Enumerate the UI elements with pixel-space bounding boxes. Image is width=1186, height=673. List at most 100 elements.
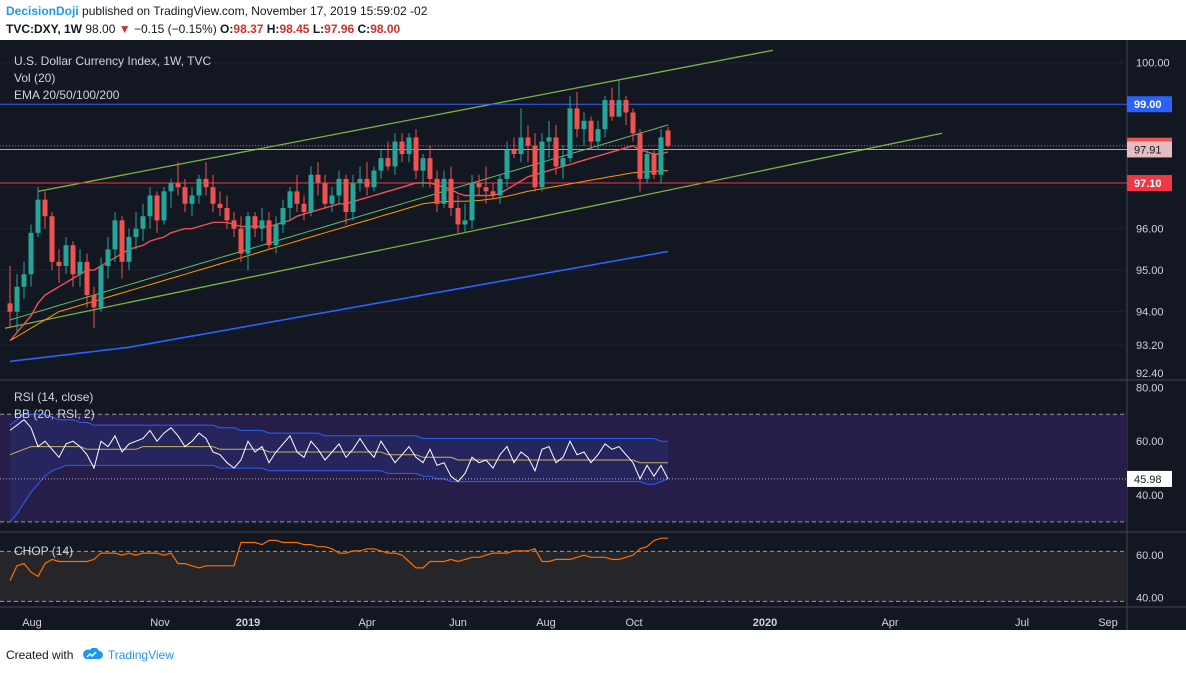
high-value: 98.45 [279, 22, 310, 36]
candle-body [644, 154, 650, 179]
candle-body [105, 249, 111, 266]
candle-body [385, 158, 391, 167]
close-value: 98.00 [370, 22, 401, 36]
candle-body [315, 174, 321, 184]
candle-body [336, 178, 342, 196]
chop-line [9, 537, 668, 581]
candle-body [210, 187, 216, 204]
candle-body [322, 183, 328, 204]
price-legend-line: U.S. Dollar Currency Index, 1W, TVC [14, 54, 212, 68]
candle-body [301, 203, 307, 213]
candle-body [441, 178, 447, 204]
candle-body [259, 220, 265, 229]
candle-body [329, 195, 335, 204]
rsi-last-text: 45.98 [1134, 474, 1162, 486]
candle-body [413, 137, 419, 171]
author-link[interactable]: DecisionDoji [6, 4, 79, 18]
rsi-tick-label: 80.00 [1136, 382, 1164, 394]
time-tick-label: Sep [1098, 617, 1118, 629]
candle-body [35, 199, 41, 233]
time-tick-label: Apr [881, 617, 898, 629]
down-arrow-icon: ▼ [118, 22, 131, 36]
candle-body [504, 149, 510, 179]
candle-body [427, 158, 433, 179]
publish-text: published on TradingView.com, November 1… [82, 4, 428, 18]
candle-body [84, 261, 90, 296]
footer: Created with TradingView [6, 647, 174, 663]
candle-body [525, 137, 531, 146]
candle-body [518, 137, 524, 154]
candle-body [364, 178, 370, 188]
time-tick-label: Apr [358, 617, 375, 629]
candle-body [161, 191, 167, 221]
candle-body [658, 137, 664, 175]
chop-tick-label: 60.00 [1136, 550, 1164, 562]
candle-body [203, 178, 209, 188]
chop-legend: CHOP (14) [14, 544, 73, 558]
candle-body [546, 137, 552, 142]
time-tick-label: Nov [150, 617, 170, 629]
time-tick-label: Aug [536, 617, 556, 629]
tradingview-cloud-icon [81, 647, 103, 663]
rsi-tick-label: 40.00 [1136, 490, 1164, 502]
candle-body [609, 100, 615, 117]
candle-body [455, 207, 461, 225]
candle-body [112, 220, 118, 250]
price-tick-label: 94.00 [1136, 307, 1164, 319]
candle-body [476, 183, 482, 188]
candle-body [420, 158, 426, 171]
candle-body [602, 100, 608, 130]
price-legend-line: EMA 20/50/100/200 [14, 88, 120, 102]
price-tick-label: 93.20 [1136, 340, 1164, 352]
rsi-line [9, 419, 669, 483]
candle-body [539, 141, 545, 188]
bb-lower-line [9, 464, 669, 523]
candle-body [245, 216, 251, 254]
close-label: C: [357, 22, 371, 36]
candle-body [231, 220, 237, 229]
low-value: 97.96 [324, 22, 355, 36]
price-label-box [1127, 141, 1172, 158]
candle-body [553, 137, 559, 167]
candle-body [238, 228, 244, 254]
candle-body [63, 245, 69, 266]
time-tick-label: Aug [22, 617, 42, 629]
time-tick-label: Jul [1015, 617, 1029, 629]
ema50-line [9, 170, 669, 342]
candle-body [448, 178, 454, 208]
candle-body [399, 141, 405, 154]
candle-body [224, 207, 230, 221]
price-label-box [1127, 96, 1172, 113]
candle-body [588, 120, 594, 142]
rsi-tick-label: 60.00 [1136, 436, 1164, 448]
candle-body [252, 216, 258, 229]
price-legend-line: Vol (20) [14, 71, 55, 85]
candle-body [280, 207, 286, 225]
time-tick-label: Oct [625, 617, 642, 629]
candle-body [91, 295, 97, 308]
high-label: H: [266, 22, 280, 36]
candle-body [581, 120, 587, 130]
chart-canvas[interactable]: U.S. Dollar Currency Index, 1W, TVC Vol (… [0, 40, 1186, 640]
time-tick-label: Jun [449, 617, 467, 629]
chop-tick-label: 40.00 [1136, 593, 1164, 605]
price-tick-label: 95.00 [1136, 265, 1164, 277]
publish-info: DecisionDoji published on TradingView.co… [6, 4, 427, 18]
candle-body [637, 133, 643, 179]
created-with-text: Created with [6, 648, 74, 662]
candle-body [147, 195, 153, 217]
candle-body [49, 216, 55, 262]
rsi-last-box [1127, 470, 1172, 487]
candle-body [294, 191, 300, 204]
candle-body [343, 178, 349, 213]
symbol-line: TVC:DXY, 1W 98.00 ▼ −0.15 (−0.15%) O:98.… [6, 22, 400, 36]
price-tick-label: 92.40 [1136, 368, 1164, 380]
candle-body [287, 191, 293, 208]
candle-body [462, 220, 468, 225]
candle-body [189, 195, 195, 204]
tradingview-link[interactable]: TradingView [107, 648, 174, 662]
candle-body [574, 108, 580, 130]
candle-body [567, 108, 573, 159]
candle-body [350, 183, 356, 213]
candle-body [21, 274, 27, 287]
